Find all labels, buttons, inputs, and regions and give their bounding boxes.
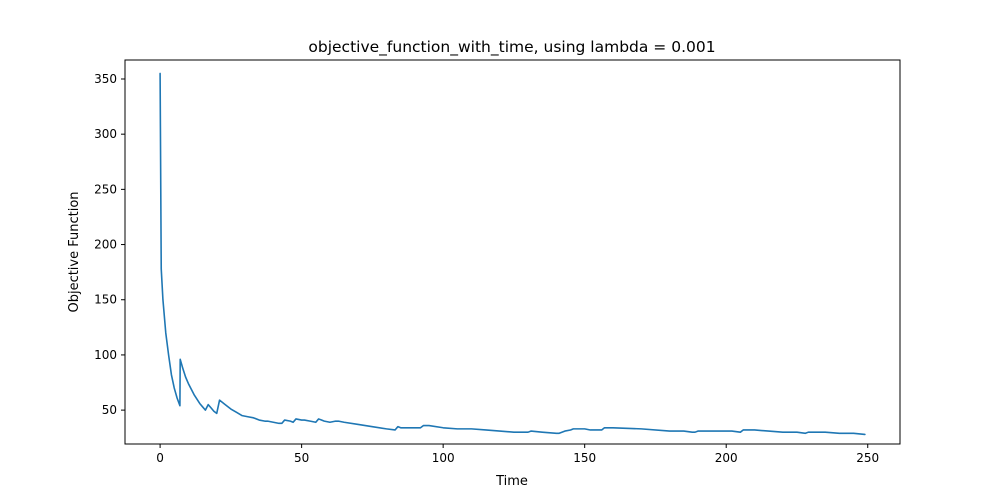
x-tick-label: 200: [715, 451, 738, 465]
x-tick-label: 0: [156, 451, 164, 465]
plot-frame: [124, 59, 901, 445]
x-axis: 0 50 100 150 200 250: [156, 444, 879, 465]
y-axis: 50 100 150 200 250 300 350: [94, 72, 125, 417]
y-tick-label: 250: [94, 182, 117, 196]
y-tick-label: 100: [94, 348, 117, 362]
y-tick-label: 50: [102, 403, 117, 417]
y-tick-label: 150: [94, 293, 117, 307]
chart-title: objective_function_with_time, using lamb…: [308, 38, 715, 57]
y-axis-label: Objective Function: [67, 191, 82, 312]
x-tick-label: 100: [432, 451, 455, 465]
y-tick-label: 300: [94, 127, 117, 141]
series-layer: [159, 72, 866, 436]
y-tick-label: 350: [94, 72, 117, 86]
x-tick-label: 50: [294, 451, 309, 465]
x-tick-label: 150: [573, 451, 596, 465]
series-line-0: [159, 72, 866, 436]
x-axis-label: Time: [495, 474, 528, 489]
y-tick-label: 200: [94, 238, 117, 252]
x-tick-label: 250: [856, 451, 879, 465]
